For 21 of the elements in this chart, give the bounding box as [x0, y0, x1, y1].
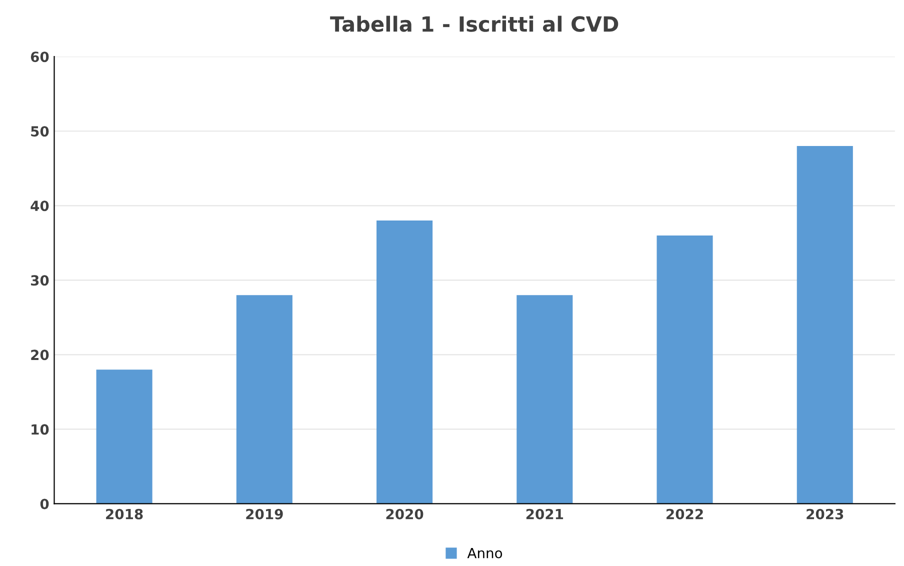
y-tick-label: 0 [40, 498, 49, 510]
x-tick-label: 2022 [666, 508, 703, 520]
y-tick-label: 50 [31, 126, 49, 137]
bar [516, 295, 573, 504]
y-tick-label: 60 [30, 52, 49, 62]
bar [796, 146, 853, 504]
bar [236, 295, 292, 504]
bar [656, 235, 713, 504]
y-tick-label: 10 [32, 424, 49, 435]
x-tick-label: 2018 [106, 508, 143, 520]
y-tick-label: 40 [30, 200, 49, 212]
y-tick-label: 20 [31, 350, 49, 360]
x-tick-label: 2021 [526, 508, 564, 520]
bar [96, 370, 152, 504]
x-tick-label: 2019 [246, 508, 283, 520]
chart-title: Tabella 1 - Iscritti al CVD [330, 16, 618, 32]
bar [376, 220, 433, 504]
x-tick-label: 2020 [386, 508, 424, 520]
legend-label: Anno [467, 548, 502, 558]
y-tick-label: 30 [30, 275, 49, 286]
x-tick-label: 2023 [806, 508, 844, 520]
